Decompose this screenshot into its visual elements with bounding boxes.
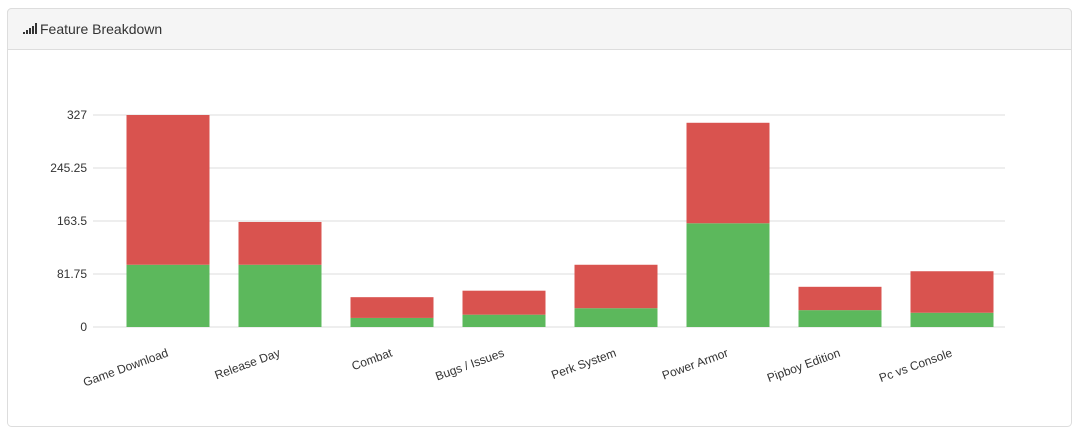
bar-segment — [126, 264, 210, 327]
bar-segment — [238, 221, 322, 265]
bar-segment — [238, 264, 322, 327]
signal-icon — [23, 23, 37, 34]
bar-segment — [910, 312, 994, 327]
bar-segment — [910, 271, 994, 313]
bar-segment — [462, 314, 546, 327]
y-tick-label: 327 — [67, 108, 87, 122]
bar-segment — [462, 290, 546, 315]
bar-segment — [126, 115, 210, 265]
bar-segment — [574, 264, 658, 309]
y-tick-label: 0 — [80, 320, 87, 334]
y-tick-label: 81.75 — [57, 267, 87, 281]
bar-segment — [798, 286, 882, 311]
y-tick-label: 245.25 — [50, 161, 87, 175]
bar-segment — [350, 317, 434, 327]
chart-title: Feature Breakdown — [40, 21, 162, 37]
bar-segment — [798, 310, 882, 327]
bar-segment — [350, 297, 434, 318]
bar-segment — [686, 223, 770, 327]
panel-header — [7, 8, 1072, 50]
y-tick-label: 163.5 — [57, 214, 87, 228]
bar-segment — [574, 308, 658, 327]
bar-segment — [686, 122, 770, 224]
